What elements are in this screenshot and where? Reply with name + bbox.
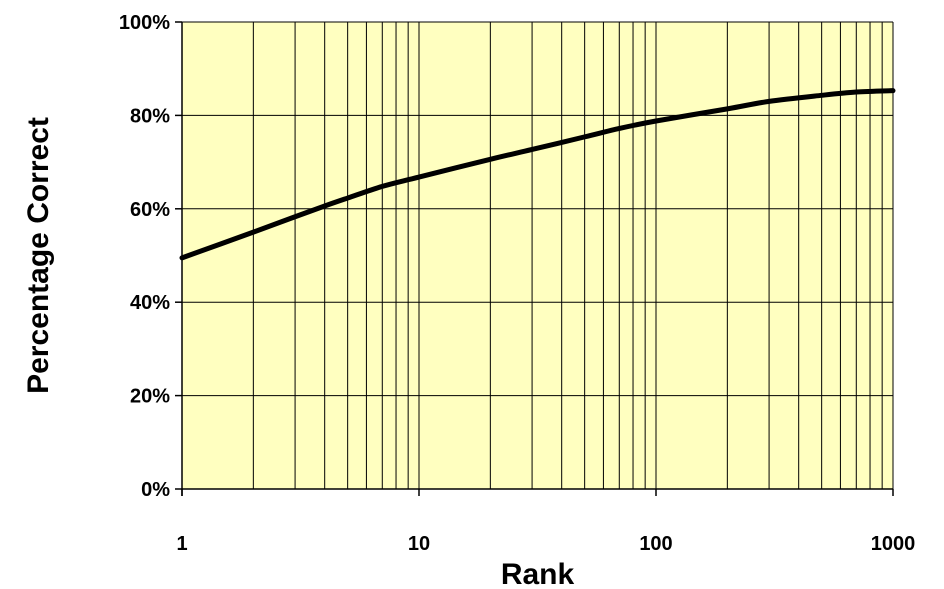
x-tick-label: 1 [176,533,187,555]
series-line-percentage-correct [179,88,896,261]
y-tick-label: 80% [130,105,170,127]
y-tick-label: 100% [119,12,170,34]
x-tick-label: 100 [639,533,672,555]
x-tick-labels: 1 10 100 1000 [176,533,915,555]
y-axis-title: Percentage Correct [22,117,55,394]
y-tick-label: 20% [130,386,170,408]
y-tick-label: 40% [130,292,170,314]
x-axis-title: Rank [501,558,575,589]
horizontal-gridlines [182,114,893,397]
x-tick-label: 1000 [871,533,916,555]
x-tick-label: 10 [408,533,430,555]
plot-area [182,22,893,489]
vertical-gridlines [252,22,883,489]
y-tick-label: 60% [130,199,170,221]
y-tick-labels: 0% 20% 40% 60% 80% 100% [119,12,170,501]
y-tick-label: 0% [141,479,170,501]
